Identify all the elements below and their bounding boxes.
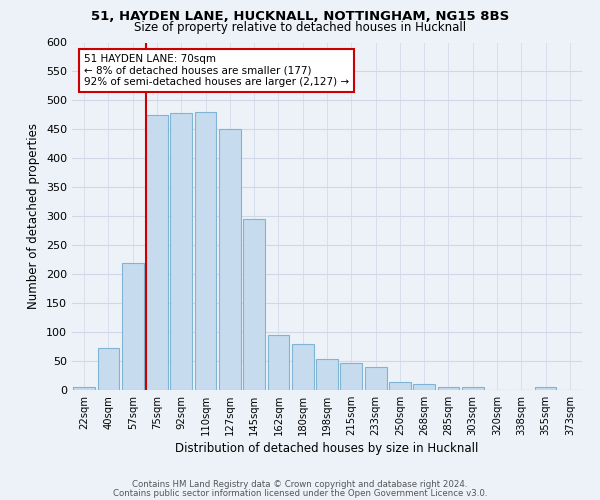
Bar [535, 387, 556, 390]
Bar [122, 262, 143, 390]
Y-axis label: Number of detached properties: Number of detached properties [28, 123, 40, 309]
Bar [292, 344, 314, 390]
Bar [316, 360, 338, 390]
Bar [340, 363, 362, 390]
Bar [268, 335, 289, 390]
Bar [243, 219, 265, 390]
X-axis label: Distribution of detached houses by size in Hucknall: Distribution of detached houses by size … [175, 442, 479, 455]
Text: Contains public sector information licensed under the Open Government Licence v3: Contains public sector information licen… [113, 489, 487, 498]
Text: 51 HAYDEN LANE: 70sqm
← 8% of detached houses are smaller (177)
92% of semi-deta: 51 HAYDEN LANE: 70sqm ← 8% of detached h… [84, 54, 349, 88]
Text: 51, HAYDEN LANE, HUCKNALL, NOTTINGHAM, NG15 8BS: 51, HAYDEN LANE, HUCKNALL, NOTTINGHAM, N… [91, 10, 509, 23]
Bar [365, 367, 386, 390]
Bar [146, 115, 168, 390]
Bar [219, 130, 241, 390]
Bar [97, 348, 119, 390]
Text: Contains HM Land Registry data © Crown copyright and database right 2024.: Contains HM Land Registry data © Crown c… [132, 480, 468, 489]
Bar [73, 387, 95, 390]
Bar [437, 387, 460, 390]
Bar [389, 382, 411, 390]
Bar [170, 113, 192, 390]
Bar [413, 384, 435, 390]
Bar [462, 387, 484, 390]
Bar [194, 112, 217, 390]
Text: Size of property relative to detached houses in Hucknall: Size of property relative to detached ho… [134, 21, 466, 34]
